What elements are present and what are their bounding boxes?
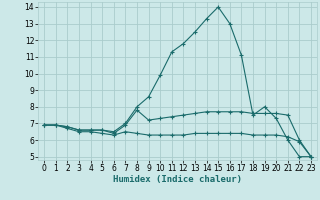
X-axis label: Humidex (Indice chaleur): Humidex (Indice chaleur) xyxy=(113,175,242,184)
